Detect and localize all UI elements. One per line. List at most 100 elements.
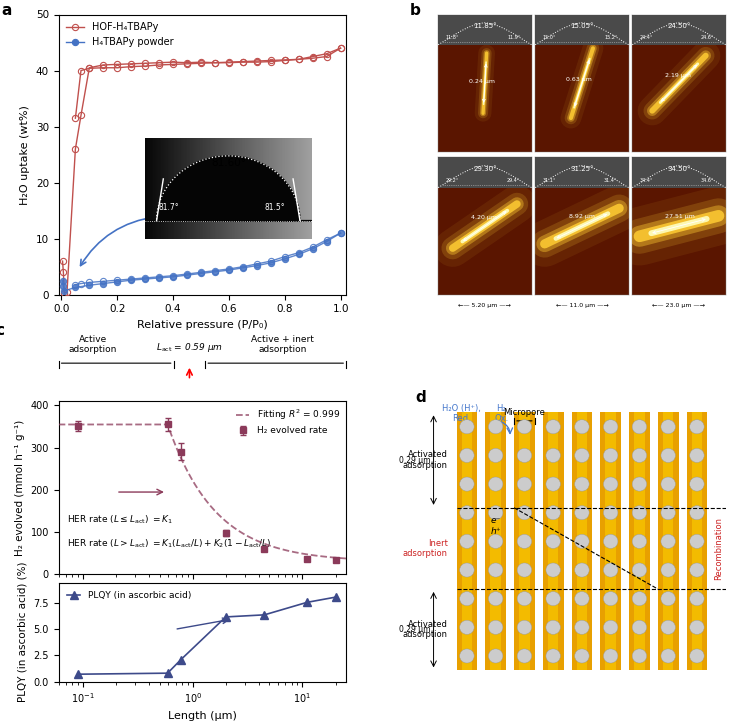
Circle shape: [632, 477, 647, 491]
Text: ←— 5.20 μm —→: ←— 5.20 μm —→: [458, 303, 512, 308]
Text: ←— 800 nm —→: ←— 800 nm —→: [460, 160, 510, 165]
PLQY (in ascorbic acid): [260, 610, 269, 619]
Text: 34.50°: 34.50°: [667, 165, 690, 172]
Fitting $R^2$ = 0.999: [226, 520, 235, 529]
Circle shape: [546, 534, 561, 548]
Circle shape: [546, 477, 561, 491]
Bar: [543, 413, 564, 671]
Text: 24.50°: 24.50°: [667, 22, 690, 29]
Circle shape: [632, 563, 647, 577]
Bar: [490, 413, 501, 671]
Bar: [577, 413, 587, 671]
Circle shape: [460, 534, 474, 548]
Text: ←— 1.00 μm —→: ←— 1.00 μm —→: [556, 160, 608, 165]
Text: 11.9°: 11.9°: [507, 36, 520, 41]
Circle shape: [575, 621, 589, 634]
Bar: [506, 413, 514, 671]
Circle shape: [632, 534, 647, 548]
Legend: Fitting $R^2$ = 0.999, H₂ evolved rate: Fitting $R^2$ = 0.999, H₂ evolved rate: [234, 406, 342, 437]
Circle shape: [546, 420, 561, 434]
Circle shape: [460, 563, 474, 577]
Bar: [438, 157, 531, 188]
Circle shape: [603, 621, 618, 634]
Circle shape: [603, 563, 618, 577]
Text: 15.05°: 15.05°: [570, 22, 594, 29]
Circle shape: [661, 477, 675, 491]
Bar: [485, 413, 506, 671]
Text: 0.29 μm: 0.29 μm: [399, 625, 431, 634]
Bar: [535, 413, 543, 671]
Text: 24.4°: 24.4°: [640, 36, 653, 41]
Bar: [679, 413, 687, 671]
Bar: [592, 413, 600, 671]
Circle shape: [460, 477, 474, 491]
Circle shape: [690, 621, 704, 634]
Circle shape: [546, 448, 561, 463]
Text: 29.30°: 29.30°: [473, 165, 497, 172]
Bar: [519, 413, 529, 671]
Text: 8.92 μm: 8.92 μm: [569, 215, 595, 220]
Bar: [663, 413, 674, 671]
Text: Recombination: Recombination: [714, 517, 723, 580]
Bar: [649, 413, 658, 671]
Circle shape: [546, 505, 561, 520]
Text: 29.4°: 29.4°: [507, 178, 520, 183]
Circle shape: [460, 420, 474, 434]
Text: e⁻
h⁺: e⁻ h⁺: [490, 516, 501, 536]
Circle shape: [517, 563, 531, 577]
Text: 11.85°: 11.85°: [473, 22, 497, 29]
Circle shape: [632, 448, 647, 463]
Circle shape: [575, 563, 589, 577]
Bar: [633, 14, 726, 45]
Circle shape: [603, 592, 618, 605]
Circle shape: [517, 649, 531, 663]
Circle shape: [603, 534, 618, 548]
Circle shape: [661, 621, 675, 634]
Bar: [629, 413, 649, 671]
Text: HER rate ($L \leq L_{\mathrm{act}}$) $= K_1$: HER rate ($L \leq L_{\mathrm{act}}$) $= …: [67, 513, 174, 526]
Y-axis label: PLQY (in ascorbic acid) (%): PLQY (in ascorbic acid) (%): [18, 562, 28, 703]
Circle shape: [517, 534, 531, 548]
Bar: [457, 413, 477, 671]
Text: ←— 23.0 μm —→: ←— 23.0 μm —→: [652, 303, 705, 308]
Text: d: d: [415, 390, 426, 405]
Circle shape: [517, 621, 531, 634]
Circle shape: [517, 420, 531, 434]
Circle shape: [690, 477, 704, 491]
Fitting $R^2$ = 0.999: [55, 420, 64, 428]
Bar: [514, 413, 535, 671]
Circle shape: [488, 534, 503, 548]
Circle shape: [575, 477, 589, 491]
Text: 11.8°: 11.8°: [446, 36, 459, 41]
Circle shape: [603, 420, 618, 434]
Circle shape: [632, 592, 647, 605]
Text: HER rate ($L > L_{\mathrm{act}}$) $= K_1(L_{\mathrm{act}}/L) + K_2(1 - L_{\mathr: HER rate ($L > L_{\mathrm{act}}$) $= K_1…: [67, 538, 272, 550]
Circle shape: [603, 477, 618, 491]
Circle shape: [517, 477, 531, 491]
Bar: [462, 413, 472, 671]
Text: 15.2°: 15.2°: [604, 36, 617, 41]
Circle shape: [517, 592, 531, 605]
Circle shape: [460, 649, 474, 663]
Text: a: a: [1, 4, 12, 18]
Circle shape: [517, 448, 531, 463]
Circle shape: [460, 621, 474, 634]
Circle shape: [488, 563, 503, 577]
Fitting $R^2$ = 0.999: [54, 420, 63, 428]
Circle shape: [460, 448, 474, 463]
Text: b: b: [410, 4, 420, 18]
Fitting $R^2$ = 0.999: [342, 554, 350, 563]
Bar: [572, 413, 592, 671]
Circle shape: [661, 563, 675, 577]
Text: Active
adsorption: Active adsorption: [69, 335, 117, 355]
Text: Activated
adsorption: Activated adsorption: [403, 450, 448, 470]
Circle shape: [488, 448, 503, 463]
Bar: [564, 413, 572, 671]
Text: Inert
adsorption: Inert adsorption: [403, 539, 448, 558]
Bar: [438, 14, 531, 45]
Text: c: c: [0, 323, 4, 339]
Circle shape: [546, 649, 561, 663]
X-axis label: Relative pressure (P/P₀): Relative pressure (P/P₀): [137, 320, 268, 330]
Fitting $R^2$ = 0.999: [315, 552, 324, 560]
Circle shape: [661, 534, 675, 548]
